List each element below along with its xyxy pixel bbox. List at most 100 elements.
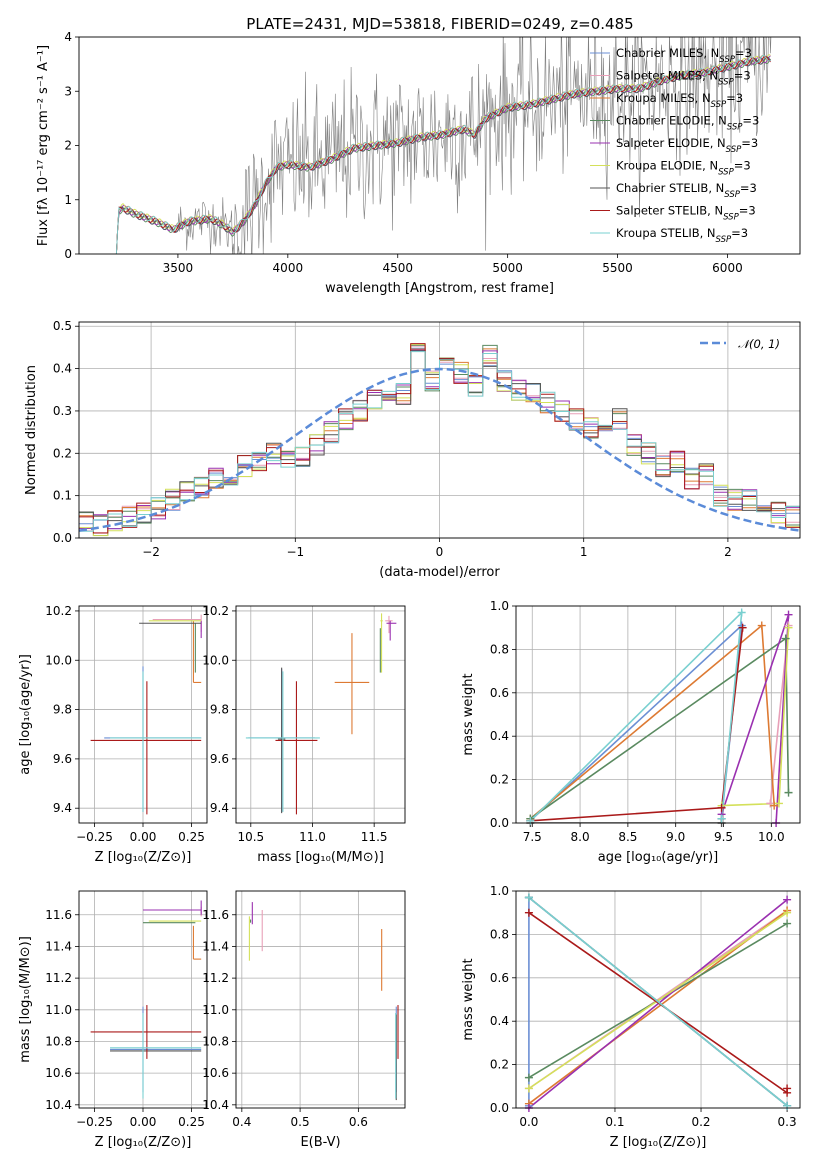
x-tick-label: 2 (724, 545, 732, 559)
y-tick-label: 0.5 (53, 319, 72, 333)
y-tick-label: 11.4 (202, 939, 229, 953)
weight-marker (783, 1084, 792, 1093)
model-spectrum-line (115, 55, 771, 254)
y-tick-label: 0.4 (53, 362, 72, 376)
y-tick-label: 1 (64, 193, 72, 207)
y-tick-label: 0.1 (53, 489, 72, 503)
residual-histogram (79, 351, 800, 538)
x-tick-label: −2 (142, 545, 160, 559)
model-spectrum-line (115, 56, 771, 254)
plot-area (90, 614, 202, 815)
weight-marker (783, 895, 792, 904)
weight-marker (717, 814, 726, 823)
y-tick-label: 11.0 (45, 1003, 72, 1017)
y-tick-label: 3 (64, 84, 72, 98)
y-tick-label: 11.2 (202, 971, 229, 985)
x-tick-label: 0.3 (778, 1115, 797, 1129)
x-tick-label: 9.0 (666, 830, 685, 844)
x-tick-label: 0.0 (519, 1115, 538, 1129)
weight-marker (784, 623, 793, 632)
legend-entry: Salpeter MILES, NSSP=3 (616, 69, 751, 88)
weight-marker (524, 908, 533, 917)
x-axis-label: (data-model)/error (379, 565, 500, 580)
y-tick-label: 0.0 (490, 1101, 509, 1115)
weight-marker (737, 608, 746, 617)
normal-reference-curve (79, 367, 800, 532)
weight-marker (783, 1101, 792, 1110)
x-tick-label: 0.1 (605, 1115, 624, 1129)
weight-series-line (529, 610, 743, 822)
legend-entry: Chabrier ELODIE, NSSP=3 (616, 114, 759, 133)
panel-ebv-mass: 0.4 0.5 0.6 10.4 10.6 10.8 11.0 11.2 11.4 11.6 E(B… (202, 890, 406, 1150)
x-tick-label: 1 (580, 545, 588, 559)
x-tick-label: 0.4 (232, 1115, 251, 1129)
y-tick-label: 4 (64, 30, 72, 44)
x-axis-label: E(B-V) (300, 1135, 340, 1150)
axes-frame (235, 890, 406, 1109)
plot-area (529, 610, 790, 823)
x-tick-label: 0.5 (291, 1115, 310, 1129)
x-tick-label: 0.6 (349, 1115, 368, 1129)
y-tick-label: 0.2 (53, 446, 72, 460)
legend-entry: Chabrier STELIB, NSSP=3 (616, 181, 757, 200)
axes-frame (78, 605, 208, 824)
y-tick-label: 0.3 (53, 404, 72, 418)
y-tick-label: 10.6 (45, 1066, 72, 1080)
y-tick-label: 0.2 (490, 773, 509, 787)
y-tick-label: 1.0 (490, 599, 509, 613)
y-tick-label: 0.4 (490, 729, 509, 743)
x-tick-label: −0.25 (76, 830, 113, 844)
legend-entry: Kroupa ELODIE, NSSP=3 (616, 159, 751, 178)
plot-area (115, 37, 772, 254)
weight-marker (524, 893, 533, 902)
x-tick-label: 4500 (382, 261, 413, 275)
weight-marker (781, 634, 790, 643)
y-tick-label: 10.8 (202, 1034, 229, 1048)
plot-area (79, 343, 800, 538)
x-tick-label: 0.25 (178, 830, 205, 844)
axes-frame (78, 890, 208, 1109)
y-tick-label: 11.6 (202, 908, 229, 922)
x-tick-label: 0.00 (130, 830, 157, 844)
legend-entry: Kroupa STELIB, NSSP=3 (616, 226, 748, 245)
y-tick-label: 11.0 (202, 1003, 229, 1017)
legend-entry: Salpeter ELODIE, NSSP=3 (616, 136, 758, 155)
y-tick-label: 10.2 (202, 604, 229, 618)
x-axis-label: Z [log₁₀(Z/Z⊙)] (95, 1135, 192, 1150)
x-tick-label: 0.2 (691, 1115, 710, 1129)
axes-frame (78, 36, 801, 255)
weight-marker (717, 803, 726, 812)
panel-spectrum: 3500 4000 4500 5000 5500 6000 0 1 2 3 4 wavelength … (36, 30, 801, 296)
y-tick-label: 10.4 (45, 1098, 72, 1112)
x-axis-label: Z [log₁₀(Z/Z⊙)] (610, 1135, 707, 1150)
weight-marker (770, 801, 779, 810)
y-tick-label: 0.0 (490, 816, 509, 830)
x-axis-label: Z [log₁₀(Z/Z⊙)] (95, 850, 192, 865)
y-tick-label: 10.8 (45, 1034, 72, 1048)
weight-series-line (528, 896, 788, 1107)
panel-z-weight: 0.0 0.1 0.2 0.3 0.0 0.2 0.4 0.6 0.8 1.0 Z [log₁₀(Z… (461, 884, 801, 1150)
x-tick-label: 5500 (602, 261, 633, 275)
weight-marker (783, 908, 792, 917)
x-tick-label: 4000 (273, 261, 304, 275)
y-tick-label: 2 (64, 139, 72, 153)
x-axis-label: wavelength [Angstrom, rest frame] (325, 281, 554, 296)
panel-z-age: −0.25 0.00 0.25 9.4 9.6 9.8 10.0 10.2 Z [log₁₀(Z… (18, 604, 208, 865)
plot-area (90, 900, 202, 1099)
panel-mass-age: 10.5 11.0 11.5 9.4 9.6 9.8 10.0 10.2 mass [log₁₀… (202, 604, 406, 865)
axes-frame (515, 605, 801, 824)
figure-title: PLATE=2431, MJD=53818, FIBERID=0249, z=0… (246, 15, 633, 33)
model-spectrum-line (115, 55, 771, 254)
y-tick-label: 10.0 (202, 653, 229, 667)
x-tick-label: −1 (286, 545, 304, 559)
weight-marker (524, 1084, 533, 1093)
panel-residuals: −2 −1 0 1 2 0.0 0.1 0.2 0.3 0.4 0.5 (data-model)/er… (24, 319, 801, 580)
x-tick-label: 8.5 (618, 830, 637, 844)
x-tick-label: −0.25 (76, 1115, 113, 1129)
y-axis-label: Flux [fλ 10⁻¹⁷ erg cm⁻² s⁻¹ A⁻¹] (36, 45, 51, 246)
x-tick-label: 8.0 (571, 830, 590, 844)
x-tick-label: 5000 (492, 261, 523, 275)
legend-entry: Chabrier MILES, NSSP=3 (616, 46, 752, 65)
x-tick-label: 0.25 (178, 1115, 205, 1129)
